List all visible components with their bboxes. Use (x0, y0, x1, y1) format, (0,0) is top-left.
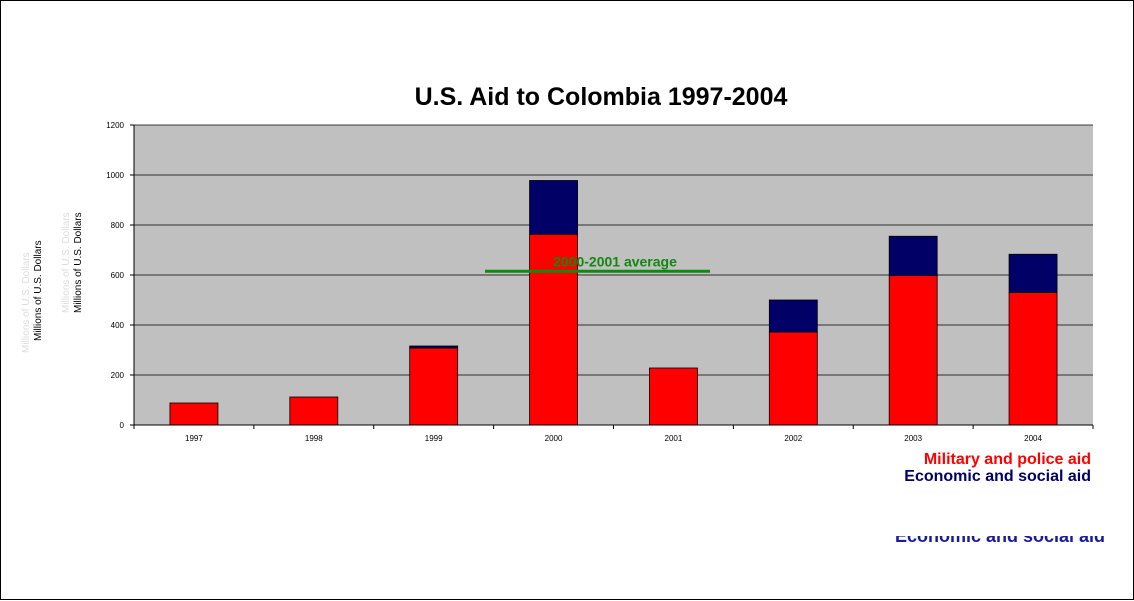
y-tick-label: 0 (120, 421, 125, 430)
y-axis-label-secondary: Millions of U.S. Dollars (73, 212, 84, 313)
bar-2002-economic (768, 299, 818, 333)
x-tick-label: 2000 (545, 434, 563, 443)
bar-2003-military (888, 275, 938, 426)
y-axis-label-ghost-2: Millions of U.S. Dollars (61, 212, 72, 313)
y-tick-label: 400 (111, 321, 125, 330)
x-tick-label: 2001 (665, 434, 683, 443)
legend-economic: Economic and social aid (904, 468, 1091, 485)
y-axis-label: Millions of U.S. Dollars (33, 240, 44, 341)
legend-ghost-mask (791, 523, 1121, 536)
bars (169, 180, 1058, 426)
average-line-group: 2000-2001 average (485, 253, 710, 273)
y-tick-label: 1000 (106, 171, 124, 180)
x-tick-label: 2003 (904, 434, 922, 443)
bar-2001-military (649, 367, 698, 426)
bar-2004-military (1008, 292, 1058, 426)
y-axis-label-ghost: Millions of U.S. Dollars (21, 252, 32, 353)
chart-title: U.S. Aid to Colombia 1997-2004 (415, 83, 788, 111)
gridlines (134, 124, 1093, 376)
average-line-label: 2000-2001 average (553, 253, 677, 269)
bar-2002-military (768, 331, 818, 426)
x-tick-label: 2004 (1024, 434, 1042, 443)
x-tick-label: 1997 (185, 434, 203, 443)
bar-1997-military (169, 402, 219, 426)
y-tick-label: 1200 (106, 121, 124, 130)
bar-2000-economic (529, 180, 578, 235)
bar-1999-military (409, 347, 459, 426)
y-tick-labels: 0 200 400 600 800 1000 1200 (106, 121, 124, 430)
bar-1998-military (289, 396, 339, 426)
bar-2004-economic (1008, 253, 1058, 293)
x-tick-label: 1999 (425, 434, 443, 443)
legend: Military and police aid Economic and soc… (791, 451, 1121, 546)
x-tick-label: 1998 (305, 434, 323, 443)
axes (130, 124, 1094, 429)
x-tick-label: 2002 (784, 434, 802, 443)
y-tick-label: 600 (111, 271, 125, 280)
x-tick-labels: 1997 1998 1999 2000 2001 2002 2003 2004 (185, 434, 1042, 443)
y-tick-label: 200 (111, 371, 125, 380)
bar-1999-economic (409, 345, 459, 349)
y-tick-label: 800 (111, 221, 125, 230)
bar-2003-economic (888, 235, 938, 276)
legend-military: Military and police aid (924, 451, 1091, 468)
